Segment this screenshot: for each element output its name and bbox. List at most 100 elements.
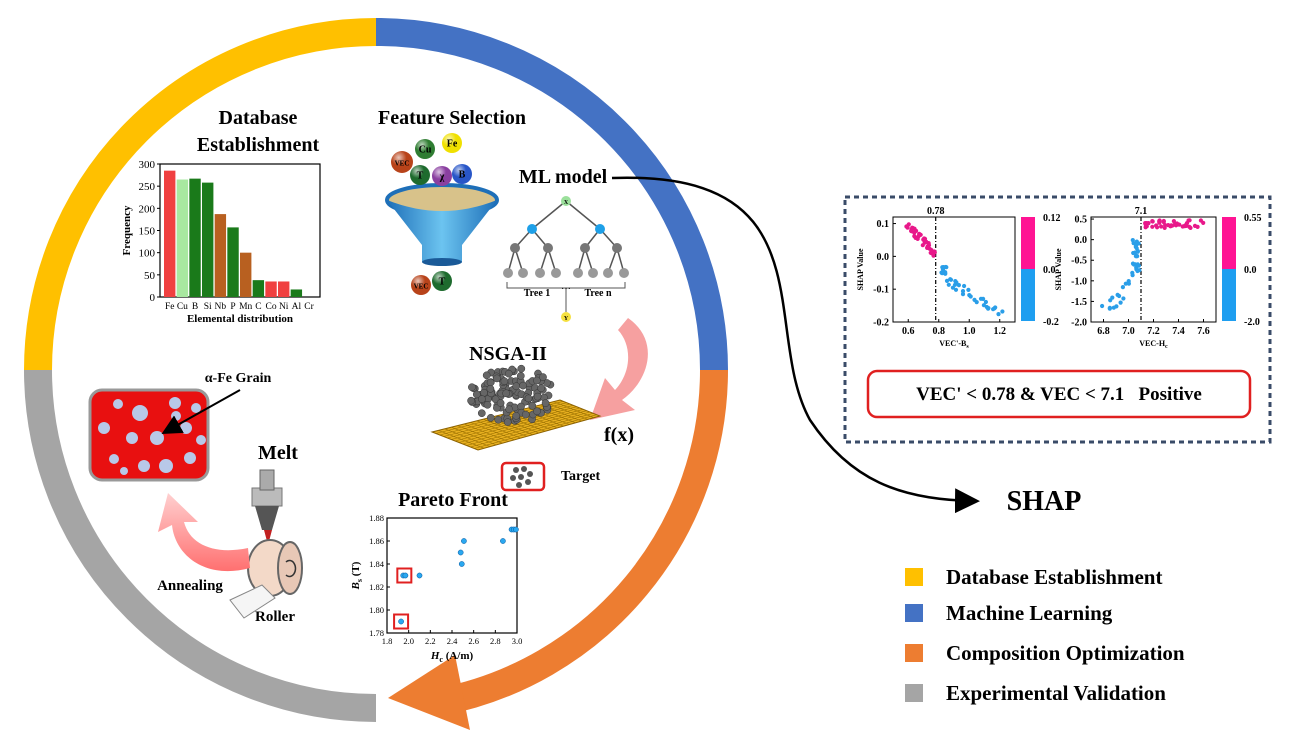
ball-shine bbox=[442, 133, 462, 153]
shap-point bbox=[960, 292, 966, 297]
shap-panel bbox=[843, 195, 1272, 444]
annealing-label: Annealing bbox=[157, 578, 223, 594]
bar-ytick-label: 250 bbox=[139, 181, 156, 193]
ml-title: ML model bbox=[519, 166, 608, 188]
shap-colorbar-tick: -0.2 bbox=[1043, 317, 1059, 328]
shap-colorbar-tick: 0.12 bbox=[1043, 213, 1061, 224]
pareto-title: Pareto Front bbox=[398, 489, 508, 511]
bar-ytick-label: 150 bbox=[139, 226, 156, 238]
shap-xlabel: VEC'-Bs bbox=[939, 339, 969, 350]
shap-point bbox=[1150, 219, 1155, 224]
tree-bracket bbox=[506, 282, 626, 292]
shap-point bbox=[1123, 281, 1128, 286]
bar-co bbox=[265, 281, 277, 297]
bar-xtick-label: Al bbox=[292, 302, 302, 312]
tree-output-node bbox=[561, 312, 571, 322]
population-point bbox=[472, 390, 481, 399]
grid-line bbox=[466, 411, 591, 446]
pink-arrow-left bbox=[158, 493, 250, 572]
shap-colorbar-tick: 0.0 bbox=[1043, 265, 1056, 276]
shap-point bbox=[978, 296, 984, 301]
random-forest-icon: X Tree 1 ··· Tree n Y bbox=[503, 196, 629, 322]
legend-label: Experimental Validation bbox=[946, 681, 1166, 705]
population-point bbox=[539, 373, 547, 381]
shap-ytick-label: 0.0 bbox=[877, 252, 890, 263]
pareto-ytick-label: 1.84 bbox=[369, 559, 385, 569]
tree-node bbox=[543, 243, 553, 253]
shap-point bbox=[1130, 238, 1135, 243]
population-point bbox=[494, 415, 503, 424]
ring-segment-validation bbox=[24, 369, 377, 722]
pareto-xtick-label: 2.8 bbox=[490, 636, 501, 646]
shap-colorbar-positive bbox=[1222, 217, 1236, 269]
shap-ylabel: SHAP Value bbox=[1054, 248, 1063, 290]
shap-xtick-label: 7.4 bbox=[1172, 326, 1185, 337]
shap-ytick-label: -0.5 bbox=[1071, 256, 1087, 267]
shap-rule: VEC' < 0.78 & VEC < 7.1 Positive bbox=[916, 384, 1202, 405]
shap-point bbox=[1155, 225, 1160, 230]
shap-ylabel: SHAP Value bbox=[856, 248, 865, 290]
database-title-1: Database bbox=[219, 107, 298, 129]
feature-ball-fe: Fe bbox=[442, 133, 462, 153]
stage-legend: Database Establishment Machine Learning Co… bbox=[905, 565, 1185, 705]
population-point bbox=[505, 405, 514, 414]
population-point bbox=[504, 369, 513, 378]
tree-leaf bbox=[518, 268, 528, 278]
population-point bbox=[541, 399, 550, 407]
shap-title: SHAP bbox=[1007, 486, 1082, 517]
bar-xtick-label: P bbox=[230, 302, 235, 312]
shap-point bbox=[996, 312, 1001, 317]
shap-xtick-label: 6.8 bbox=[1097, 326, 1110, 337]
pareto-point bbox=[458, 561, 465, 567]
shap-point bbox=[960, 289, 966, 294]
shap-point bbox=[1198, 218, 1203, 223]
population-point bbox=[512, 411, 521, 420]
shap-point bbox=[932, 250, 937, 255]
shap-point bbox=[1143, 225, 1148, 230]
tree-leaf bbox=[588, 268, 598, 278]
bar-xtick-label: Nb bbox=[215, 302, 227, 312]
ring-segment-ml bbox=[375, 18, 728, 371]
legend-item-2: Composition Optimization bbox=[905, 641, 1185, 665]
bar-xtick-label: B bbox=[192, 302, 198, 312]
shap-point bbox=[1131, 262, 1136, 267]
bar-fe bbox=[164, 170, 176, 297]
target-points bbox=[510, 466, 533, 488]
pareto-ytick-label: 1.80 bbox=[369, 605, 384, 615]
population-point bbox=[468, 383, 476, 392]
tree-n-label: Tree n bbox=[584, 288, 612, 299]
grain-pointer bbox=[161, 389, 241, 434]
bar-ytick-label: 200 bbox=[139, 203, 156, 215]
bar-c bbox=[252, 280, 265, 297]
shap-point bbox=[1100, 303, 1105, 309]
pareto-ytick-label: 1.88 bbox=[369, 513, 384, 523]
ball-label: VEC bbox=[414, 283, 429, 291]
legend-item-1: Machine Learning bbox=[905, 601, 1113, 625]
shap-point bbox=[956, 283, 962, 288]
feature-balls: VEC Cu Fe T χ B VEC T bbox=[391, 133, 472, 295]
shap-point bbox=[950, 285, 956, 290]
population-point bbox=[486, 413, 495, 422]
bar-xtick-label: C bbox=[255, 302, 261, 312]
shap-ytick-label: -0.2 bbox=[873, 318, 889, 329]
shap-point bbox=[1000, 309, 1005, 314]
population-point bbox=[516, 372, 525, 380]
shap-colorbar-tick: 0.0 bbox=[1244, 265, 1257, 276]
legend-swatch bbox=[905, 604, 923, 622]
shap-point bbox=[1143, 222, 1148, 227]
bar-mn bbox=[240, 252, 252, 297]
shap-point bbox=[939, 270, 944, 275]
feature-ball-cu: Cu bbox=[415, 139, 435, 159]
legend-item-0: Database Establishment bbox=[905, 565, 1162, 589]
population-point bbox=[500, 377, 509, 386]
shap-point bbox=[1114, 304, 1119, 309]
shap-point bbox=[972, 297, 977, 302]
ball-label: Fe bbox=[447, 139, 458, 150]
tree-node bbox=[595, 224, 605, 234]
roller-icon bbox=[229, 539, 303, 619]
pareto-point bbox=[500, 538, 506, 544]
ring-segment-database bbox=[24, 18, 377, 371]
bar-xtick-label: Ni bbox=[279, 302, 289, 312]
nozzle-icon bbox=[251, 469, 283, 545]
